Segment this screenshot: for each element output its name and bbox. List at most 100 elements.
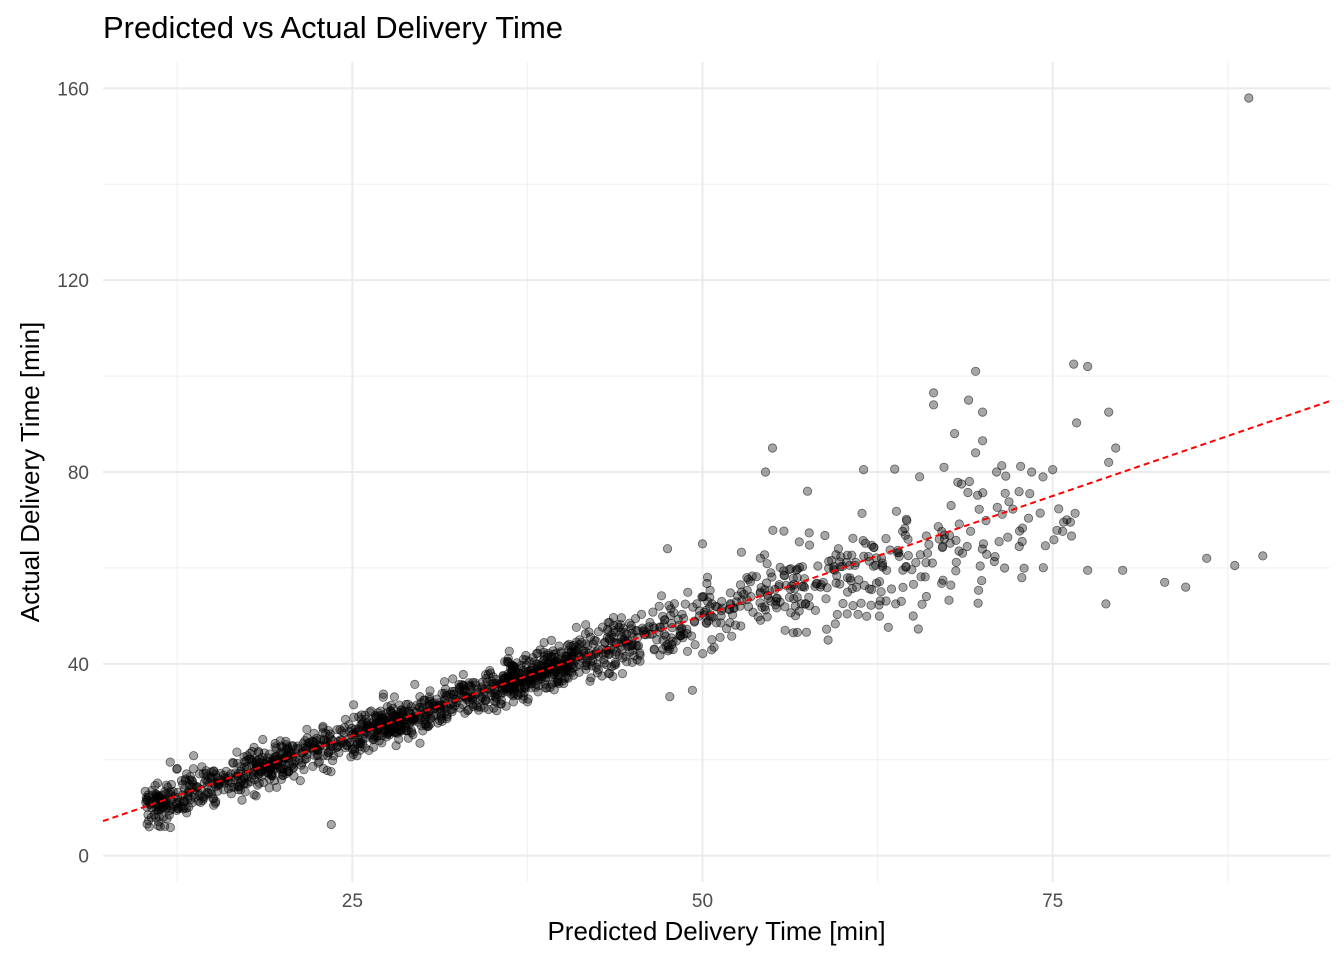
data-point — [902, 516, 912, 526]
data-point — [1104, 457, 1114, 467]
data-point — [1000, 488, 1010, 498]
data-point — [610, 658, 620, 668]
data-point — [617, 668, 628, 679]
data-point — [751, 572, 762, 582]
data-point — [241, 769, 251, 780]
data-point — [991, 467, 1002, 477]
data-point — [404, 706, 414, 716]
data-point — [891, 599, 901, 609]
data-point — [428, 711, 438, 721]
data-point — [614, 622, 624, 633]
data-point — [725, 618, 735, 628]
data-point — [703, 597, 713, 607]
data-point — [1017, 536, 1027, 547]
data-point — [1069, 359, 1079, 369]
data-point — [649, 644, 659, 654]
data-point — [856, 598, 866, 608]
data-point — [458, 669, 468, 680]
data-point — [1016, 461, 1026, 471]
data-point — [798, 581, 809, 591]
x-tick-label: 75 — [1042, 891, 1063, 912]
data-point — [299, 765, 309, 775]
data-point — [848, 533, 858, 543]
data-point — [802, 486, 813, 496]
data-point — [501, 701, 511, 711]
data-point — [970, 448, 981, 458]
data-point — [658, 611, 668, 621]
data-point — [206, 772, 216, 782]
data-point — [1202, 553, 1212, 563]
data-point — [308, 761, 318, 772]
data-point — [989, 556, 999, 567]
data-point — [771, 593, 782, 604]
data-point — [694, 606, 705, 616]
data-point — [779, 526, 789, 536]
data-point — [756, 582, 766, 593]
data-point — [539, 637, 549, 648]
data-point — [842, 609, 852, 619]
data-point — [866, 584, 877, 595]
data-point — [954, 546, 964, 556]
data-point — [848, 600, 858, 611]
data-point — [470, 678, 480, 688]
data-point — [990, 551, 1000, 562]
data-point — [908, 611, 918, 621]
data-point — [498, 673, 509, 684]
x-tick-label: 50 — [692, 891, 713, 912]
data-point — [832, 609, 842, 620]
data-point — [1048, 464, 1058, 475]
data-point — [219, 785, 229, 795]
data-point — [439, 677, 450, 687]
data-point — [881, 533, 891, 544]
data-point — [1181, 582, 1191, 592]
y-tick-label: 80 — [68, 463, 89, 484]
data-point — [859, 580, 870, 591]
data-point — [1004, 497, 1014, 507]
data-point — [900, 523, 910, 534]
data-point — [675, 630, 685, 641]
data-point — [232, 747, 242, 757]
data-point — [496, 699, 506, 709]
x-tick-label: 25 — [342, 891, 363, 912]
data-point — [974, 504, 984, 514]
data-point — [759, 550, 770, 560]
data-point — [662, 544, 673, 554]
data-point — [1118, 565, 1128, 575]
data-point — [977, 436, 988, 446]
data-point — [797, 562, 808, 572]
data-point — [973, 585, 984, 595]
data-point — [698, 648, 708, 659]
data-point — [324, 731, 335, 741]
data-point — [913, 624, 923, 634]
data-point — [297, 758, 307, 768]
data-point — [388, 708, 398, 719]
data-point — [994, 536, 1004, 547]
data-point — [898, 582, 908, 593]
data-point — [423, 721, 433, 731]
data-point — [977, 575, 987, 586]
data-point — [286, 747, 296, 758]
data-point — [977, 544, 987, 554]
data-point — [762, 612, 772, 622]
data-point — [1083, 565, 1093, 575]
data-point — [812, 578, 822, 589]
data-point — [821, 594, 831, 604]
data-point — [774, 582, 784, 592]
data-point — [977, 407, 988, 417]
data-point — [821, 624, 832, 634]
data-point — [792, 592, 802, 602]
data-point — [199, 777, 209, 788]
data-point — [391, 727, 401, 737]
data-point — [881, 565, 892, 575]
data-point — [326, 819, 336, 830]
data-point — [172, 805, 182, 816]
data-point — [762, 559, 772, 569]
data-point — [914, 472, 925, 482]
data-point — [736, 547, 747, 557]
data-point — [504, 646, 514, 656]
data-point — [838, 598, 848, 609]
data-point — [1027, 467, 1037, 477]
data-point — [921, 557, 931, 568]
data-point — [1014, 541, 1024, 552]
data-point — [251, 791, 261, 801]
